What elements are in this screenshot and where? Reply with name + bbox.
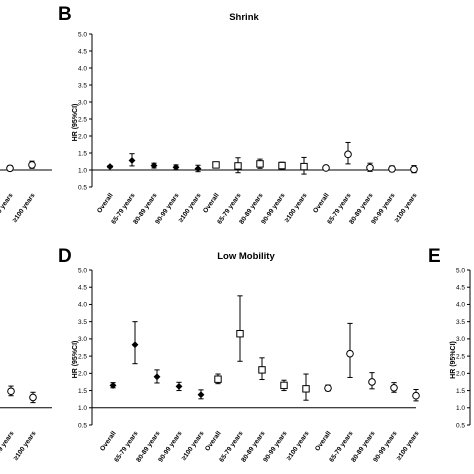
y-tick-label-4-5: 4.5 (78, 48, 87, 55)
group-2-point-80-89-years-marker (256, 160, 264, 168)
panel-a-point-90-99-years-marker (6, 164, 14, 173)
group-3-point-overall-marker (322, 164, 330, 172)
panel-e-y-tick-label-1-0: 1.0 (456, 405, 465, 412)
panel-c-point-ge100-years-marker (29, 393, 37, 402)
y-tick-label-2-0: 2.0 (78, 371, 87, 378)
panel-b-shrink: B Shrink 0.5 1.0 1.5 2.0 2.5 3.0 3.5 4.0 4.5 5.0 HR… (58, 4, 419, 226)
group-1-point-65-79-years-marker (131, 341, 139, 349)
group-3-label-overall: Overall (314, 430, 333, 452)
y-axis-label: HR (95%CI) (72, 104, 79, 142)
panel-e-y-tick-label-0-5: 0.5 (456, 422, 465, 429)
panel-d-low-mobility: D Low Mobility 0.5 1.0 1.5 2.0 2.5 3.0 3.5 4.0 4.… (58, 246, 421, 464)
y-tick-label-0-5: 0.5 (78, 422, 87, 429)
panel-a-partial: 90-99 years≥100 years (0, 160, 52, 226)
group-3-label-ge100-years: ≥100 years (394, 192, 419, 224)
group-3-point-65-79-years-marker (346, 349, 354, 358)
panel-e-y-tick-label-5-0: 5.0 (456, 267, 465, 274)
group-1-point-90-99-years-marker (172, 163, 180, 171)
group-3-label-ge100-years: ≥100 years (396, 430, 421, 462)
y-tick-label-5-0: 5.0 (78, 31, 87, 38)
panel-e-y-tick-label-3-0: 3.0 (456, 336, 465, 343)
group-3-label-90-99-years: 90-99 years (372, 430, 399, 464)
panel-a-label-ge100-years: ≥100 years (12, 192, 37, 224)
panel-c-point-90-99-years-marker (7, 387, 15, 396)
group-2-label-overall: Overall (202, 192, 221, 214)
group-1-label-90-99-years: 90-99 years (157, 430, 184, 464)
panel-e-partial: E 0.5 1.0 1.5 2.0 2.5 3.0 3.5 4.0 4.5 5.0 HR (95%C… (428, 246, 471, 429)
panel-e-y-axis-label: HR (95%CI) (450, 341, 457, 379)
group-1-point-65-79-years-marker (128, 157, 136, 164)
group-2-label-ge100-years: ≥100 years (286, 430, 311, 462)
y-tick-label-0-5: 0.5 (78, 184, 87, 191)
panel-letter-e: E (428, 246, 441, 267)
y-tick-label-3-0: 3.0 (78, 99, 87, 106)
panel-b-title: Shrink (229, 12, 259, 23)
y-tick-label-2-5: 2.5 (78, 353, 87, 360)
group-1-point-overall-marker (109, 381, 117, 389)
y-tick-label-1-0: 1.0 (78, 405, 87, 412)
group-3-point-80-89-years-marker (368, 378, 376, 386)
group-1-label-overall: Overall (96, 192, 115, 214)
group-1-point-90-99-years-marker (175, 382, 183, 390)
group-3-label-overall: Overall (312, 192, 331, 214)
group-2-label-90-99-years: 90-99 years (262, 430, 289, 464)
group-3-point-overall-marker (324, 384, 332, 392)
y-tick-label-4-0: 4.0 (78, 302, 87, 309)
panel-letter-d: D (58, 246, 72, 267)
y-tick-label-1-0: 1.0 (78, 167, 87, 174)
y-tick-label-5-0: 5.0 (78, 267, 87, 274)
y-tick-label-2-5: 2.5 (78, 116, 87, 123)
group-3-point-90-99-years-marker (388, 165, 396, 173)
group-2-point-65-79-years-marker (234, 162, 242, 170)
group-1-point-overall-marker (106, 163, 114, 171)
panel-c-partial: 90-99 years≥100 years (0, 385, 52, 464)
panel-e-y-tick-label-3-5: 3.5 (456, 319, 465, 326)
y-tick-label-3-5: 3.5 (78, 319, 87, 326)
panel-d-title: Low Mobility (217, 251, 275, 262)
y-tick-label-1-5: 1.5 (78, 388, 87, 395)
y-tick-label-3-5: 3.5 (78, 82, 87, 89)
panel-e-y-tick-label-4-0: 4.0 (456, 302, 465, 309)
group-2-point-80-89-years-marker (258, 366, 266, 374)
group-1-point-80-89-years-marker (153, 373, 161, 381)
group-2-point-65-79-years-marker (236, 330, 244, 338)
panel-e-y-tick-label-4-5: 4.5 (456, 285, 465, 292)
group-2-point-90-99-years-marker (278, 161, 286, 170)
y-tick-label-4-5: 4.5 (78, 285, 87, 292)
panel-e-y-tick-label-2-5: 2.5 (456, 353, 465, 360)
panel-letter-b: B (58, 4, 72, 25)
group-3-label-90-99-years: 90-99 years (370, 192, 397, 226)
y-tick-label-2-0: 2.0 (78, 133, 87, 140)
group-1-point-ge100-years-marker (197, 391, 205, 399)
panel-e-y-tick-label-1-5: 1.5 (456, 388, 465, 395)
group-2-point-overall-marker (212, 161, 220, 169)
group-1-point-ge100-years-marker (194, 165, 202, 173)
y-tick-label-1-5: 1.5 (78, 150, 87, 157)
panel-c-label-ge100-years: ≥100 years (13, 430, 38, 462)
group-1-label-overall: Overall (99, 430, 118, 452)
group-2-label-ge100-years: ≥100 years (284, 192, 309, 224)
group-2-label-90-99-years: 90-99 years (260, 192, 287, 226)
group-3-point-ge100-years-marker (410, 165, 418, 174)
group-3-point-65-79-years-marker (344, 150, 352, 159)
panel-a-point-ge100-years-marker (28, 161, 36, 169)
group-3-point-90-99-years-marker (390, 384, 398, 392)
group-1-point-80-89-years-marker (150, 162, 158, 170)
group-3-point-80-89-years-marker (366, 163, 374, 172)
y-tick-label-3-0: 3.0 (78, 336, 87, 343)
group-3-point-ge100-years-marker (412, 391, 420, 400)
y-tick-label-4-0: 4.0 (78, 65, 87, 72)
group-2-point-ge100-years-marker (302, 385, 310, 393)
group-2-point-ge100-years-marker (300, 162, 308, 171)
group-1-label-90-99-years: 90-99 years (154, 192, 181, 226)
group-2-point-90-99-years-marker (280, 381, 288, 390)
panel-e-y-tick-label-2-0: 2.0 (456, 371, 465, 378)
group-2-label-overall: Overall (204, 430, 223, 452)
y-axis-label: HR (95%CI) (72, 341, 79, 379)
group-1-label-ge100-years: ≥100 years (181, 430, 206, 462)
group-1-label-ge100-years: ≥100 years (178, 192, 203, 224)
group-2-point-overall-marker (214, 375, 222, 383)
